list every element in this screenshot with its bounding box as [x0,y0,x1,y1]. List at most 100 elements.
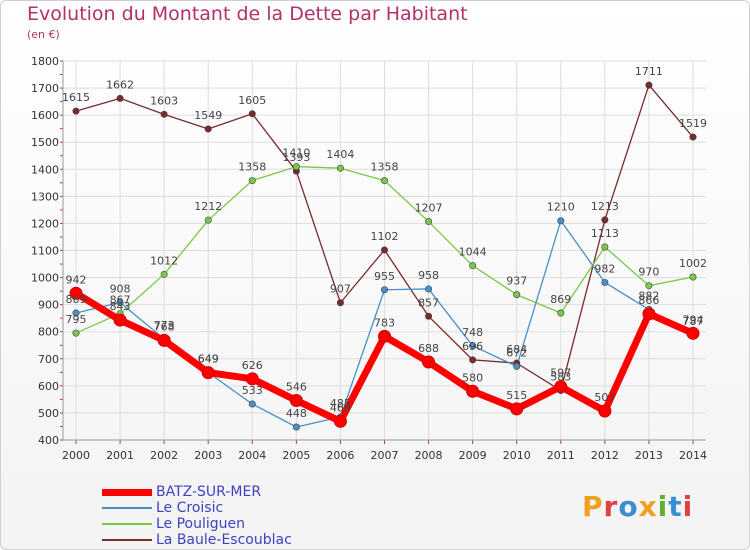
data-label: 696 [462,340,483,353]
legend-label: BATZ-SUR-MER [156,484,262,500]
data-point [598,404,612,418]
data-point [204,125,212,133]
data-label: 1603 [150,94,178,107]
data-label: 866 [638,294,659,307]
legend-swatch [102,507,152,509]
y-tick-label: 600 [38,380,59,393]
data-point [601,278,609,286]
data-label: 1393 [282,151,310,164]
data-point [645,282,653,290]
data-label: 1102 [371,230,399,243]
data-label: 857 [418,296,439,309]
data-point [510,402,524,416]
logo-letter: o [618,490,639,523]
data-label: 958 [418,269,439,282]
data-point [248,110,256,118]
data-label: 649 [198,353,219,366]
data-label: 1207 [415,202,443,215]
x-tick-label: 2009 [459,449,487,462]
data-point [245,372,259,386]
data-label: 1662 [106,78,134,91]
data-label: 1410 [282,147,310,160]
y-tick-label: 1500 [31,136,59,149]
data-label: 768 [154,320,175,333]
data-point [601,243,609,251]
data-point [116,94,124,102]
data-label: 1213 [591,200,619,213]
data-point [425,312,433,320]
data-point [554,380,568,394]
y-tick-label: 400 [38,434,59,447]
y-tick-label: 1300 [31,190,59,203]
chart-title: Evolution du Montant de la Dette par Hab… [27,3,468,25]
data-label: 1549 [194,109,222,122]
data-label: 942 [66,273,87,286]
data-point [422,355,436,369]
data-point [292,423,300,431]
data-label: 795 [66,313,87,326]
data-label: 684 [506,343,527,356]
y-tick-label: 1100 [31,245,59,258]
x-tick-label: 2002 [150,449,178,462]
data-point [645,81,653,89]
data-point [425,285,433,293]
y-tick-label: 1600 [31,109,59,122]
data-label: 515 [506,389,527,402]
data-point [201,366,215,380]
legend-label: Le Croisic [156,500,224,516]
data-label: 748 [462,326,483,339]
x-tick-label: 2006 [326,449,354,462]
data-point [380,286,388,294]
data-point [160,110,168,118]
y-tick-label: 500 [38,407,59,420]
data-label: 1044 [459,246,487,259]
x-tick-label: 2012 [591,449,619,462]
data-point [601,216,609,224]
proxiti-logo: Proxiti [582,490,693,523]
data-label: 907 [330,283,351,296]
data-point [380,177,388,185]
y-tick-label: 1700 [31,82,59,95]
data-label: 937 [506,275,527,288]
data-label: 1212 [194,200,222,213]
data-label: 672 [506,346,527,359]
legend-swatch [102,539,152,541]
data-label: 1002 [679,257,707,270]
data-point [469,342,477,350]
data-label: 1358 [371,161,399,174]
data-label: 583 [550,370,571,383]
y-tick-label: 700 [38,353,59,366]
data-label: 882 [638,290,659,303]
logo-letter: i [682,490,694,523]
data-label: 469 [330,401,351,414]
data-point [557,309,565,317]
data-label: 507 [594,391,615,404]
data-label: 843 [110,300,131,313]
data-label: 1404 [326,148,354,161]
data-point [333,414,347,428]
x-tick-label: 2003 [194,449,222,462]
data-point [557,217,565,225]
legend-label: Le Pouliguen [156,516,246,532]
data-point [378,329,391,343]
data-label: 1615 [62,91,90,104]
x-tick-label: 2001 [106,449,134,462]
data-label: 908 [110,282,131,295]
x-tick-label: 2011 [547,449,575,462]
x-tick-label: 2004 [238,449,266,462]
data-label: 546 [286,380,307,393]
data-label: 485 [330,397,351,410]
data-point [289,393,303,407]
data-point [72,329,80,337]
y-tick-label: 1200 [31,217,59,230]
data-label: 580 [462,371,483,384]
data-label: 1711 [635,65,663,78]
data-point [642,307,656,321]
data-label: 794 [683,313,704,326]
x-tick-label: 2014 [679,449,707,462]
data-point [292,163,300,171]
data-point [336,299,344,307]
data-label: 955 [374,270,395,283]
data-point [248,400,256,408]
